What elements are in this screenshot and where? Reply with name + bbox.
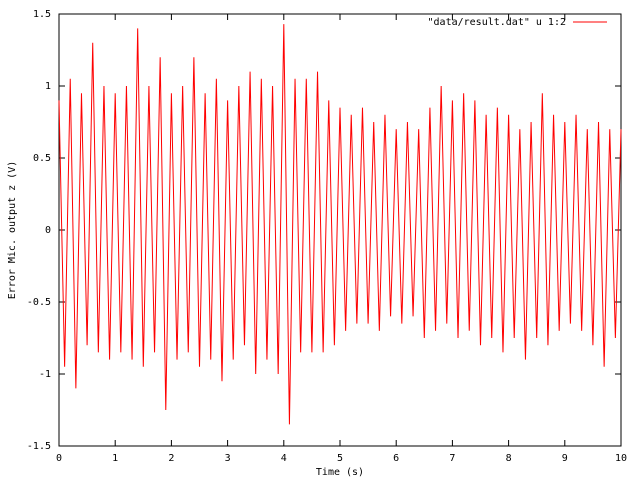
y-tick-label: -1.5 <box>27 441 51 452</box>
x-tick-label: 0 <box>56 453 62 464</box>
x-tick-label: 4 <box>281 453 287 464</box>
x-tick-label: 7 <box>449 453 455 464</box>
x-tick-label: 10 <box>615 453 627 464</box>
x-tick-label: 5 <box>337 453 343 464</box>
y-tick-label: 0.5 <box>33 153 51 164</box>
x-tick-label: 2 <box>168 453 174 464</box>
legend-label: "data/result.dat" u 1:2 <box>428 17 566 28</box>
x-tick-label: 3 <box>225 453 231 464</box>
y-axis-label: Error Mic. output z (V) <box>7 161 18 299</box>
plot-border <box>58 13 622 447</box>
y-tick-label: 0 <box>45 225 51 236</box>
y-tick-label: 1.5 <box>33 9 51 20</box>
x-tick-label: 6 <box>393 453 399 464</box>
x-axis-label: Time (s) <box>316 467 364 478</box>
x-tick-label: 8 <box>506 453 512 464</box>
y-tick-label: -1 <box>39 369 51 380</box>
x-tick-label: 9 <box>562 453 568 464</box>
data-line <box>58 24 622 425</box>
y-tick-label: -0.5 <box>27 297 51 308</box>
x-tick-label: 1 <box>112 453 118 464</box>
y-tick-label: 1 <box>45 81 51 92</box>
